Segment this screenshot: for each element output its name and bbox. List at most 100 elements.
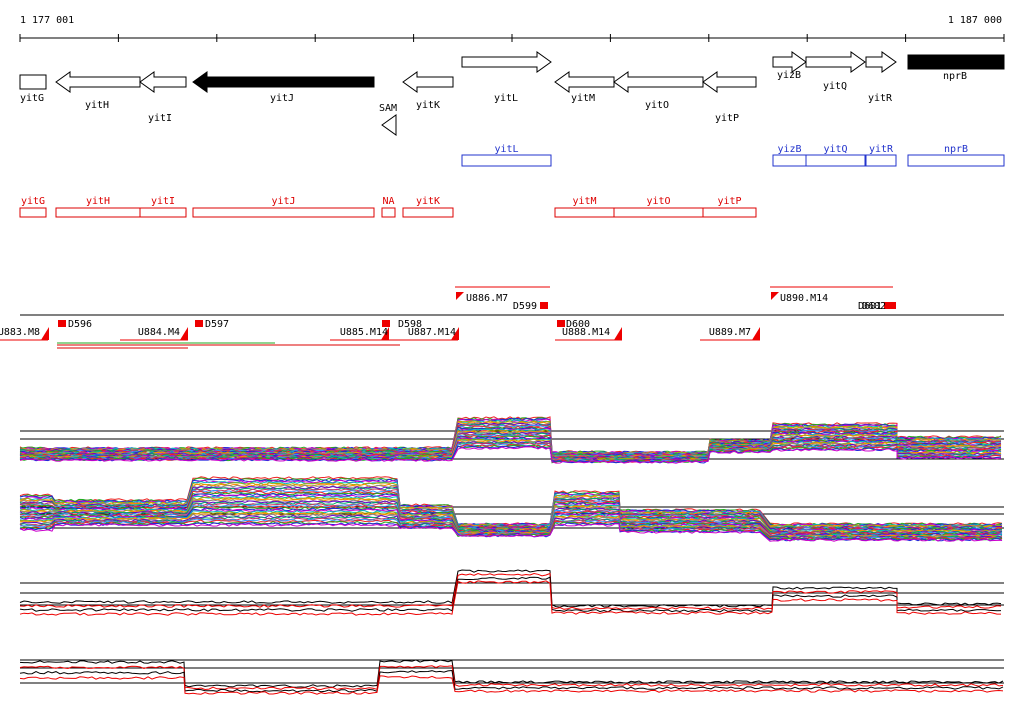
cds-box [192,207,375,218]
transcript-label: U885.M14 [340,327,388,338]
expression-trace [19,482,1003,528]
expression-trace [19,522,1003,542]
expression-trace [19,446,1002,464]
transcript-label: U890.M14 [780,293,828,304]
transcript-label: D600 [566,319,590,330]
gene-arrow [139,71,187,93]
transcript-label: D601 [858,301,882,312]
transcript-label: D598 [398,319,422,330]
transcript-marker [888,302,896,309]
transcript-marker [456,292,464,300]
operon-label: yitL [494,144,518,155]
cds-box [139,207,187,218]
gene-box [19,74,47,90]
cds-label: yitG [21,196,45,207]
gene-label: yitQ [823,81,847,92]
operon-label: yizB [777,144,801,155]
operon-box [772,154,807,167]
gene-arrow [381,114,397,136]
cds-label: yitJ [271,196,295,207]
expression-trace [19,437,1002,461]
gene-label: yitI [148,113,172,124]
transcript-label: U889.M7 [709,327,751,338]
transcript-marker [771,292,779,300]
expression-trace [19,669,1004,693]
cds-box [381,207,396,218]
gene-label: yizB [777,70,801,81]
gene-arrow [805,51,866,73]
transcript-label: U883.M8 [0,327,40,338]
gene-label: yitG [20,93,44,104]
cds-label: yitK [416,196,440,207]
transcript-label: D596 [68,319,92,330]
transcript-label: D597 [205,319,229,330]
operon-box [865,154,897,167]
transcript-label: U887.M14 [408,327,456,338]
expression-trace [19,523,1002,542]
expression-trace [19,576,1002,613]
gene-arrow [554,71,615,93]
gene-arrow [461,51,552,73]
gene-arrow [865,51,897,73]
transcript-marker [41,327,49,340]
gene-label: yitJ [270,93,294,104]
transcript-marker [614,327,622,340]
gene-label: yitP [715,113,739,124]
gene-label: nprB [943,71,967,82]
gene-label: SAM [379,103,397,114]
expression-trace [19,443,1002,463]
transcript-marker [381,327,389,340]
gene-box [907,54,1005,70]
gene-label: yitL [494,93,518,104]
transcript-label: D599 [513,301,537,312]
cds-label: yitI [151,196,175,207]
gene-arrow [402,71,454,93]
transcript-label: D602 [862,301,886,312]
transcript-label: U888.M14 [562,327,610,338]
transcript-marker [451,327,459,340]
operon-box [907,154,1005,167]
operon-box [461,154,552,167]
gene-arrow [613,71,704,93]
cds-box [613,207,704,218]
gene-label: yitM [571,93,595,104]
cds-label: yitM [572,196,596,207]
gene-label: yitO [645,100,669,111]
operon-label: yitQ [823,144,847,155]
transcript-label: U884.M4 [138,327,180,338]
expression-trace [19,659,1004,688]
transcript-marker [557,320,565,327]
gene-arrow [702,71,757,93]
expression-trace [19,675,1004,695]
expression-trace [19,477,1003,527]
cds-box [19,207,47,218]
gene-arrow [772,51,807,73]
gene-arrow [192,71,375,93]
cds-box [55,207,141,218]
transcript-marker [752,327,760,340]
transcript-marker [382,320,390,327]
cds-box [402,207,454,218]
expression-trace [19,665,1004,691]
gene-label: yitK [416,100,440,111]
transcript-marker [195,320,203,327]
cds-label: yitH [86,196,110,207]
gene-label: yitR [868,93,893,104]
cds-box [554,207,615,218]
operon-label: yitR [869,144,894,155]
cds-label: yitO [646,196,670,207]
ruler-start: 1 177 001 [20,15,74,26]
expression-trace [19,444,1002,464]
ruler-end: 1 187 000 [948,15,1002,26]
transcript-label: U886.M7 [466,293,508,304]
expression-trace [19,569,1002,608]
gene-label: yitH [85,100,109,111]
operon-label: nprB [944,144,968,155]
cds-label: yitP [717,196,741,207]
expression-trace [19,572,1002,611]
cds-box [702,207,757,218]
operon-box [805,154,866,167]
expression-trace [19,580,1001,616]
